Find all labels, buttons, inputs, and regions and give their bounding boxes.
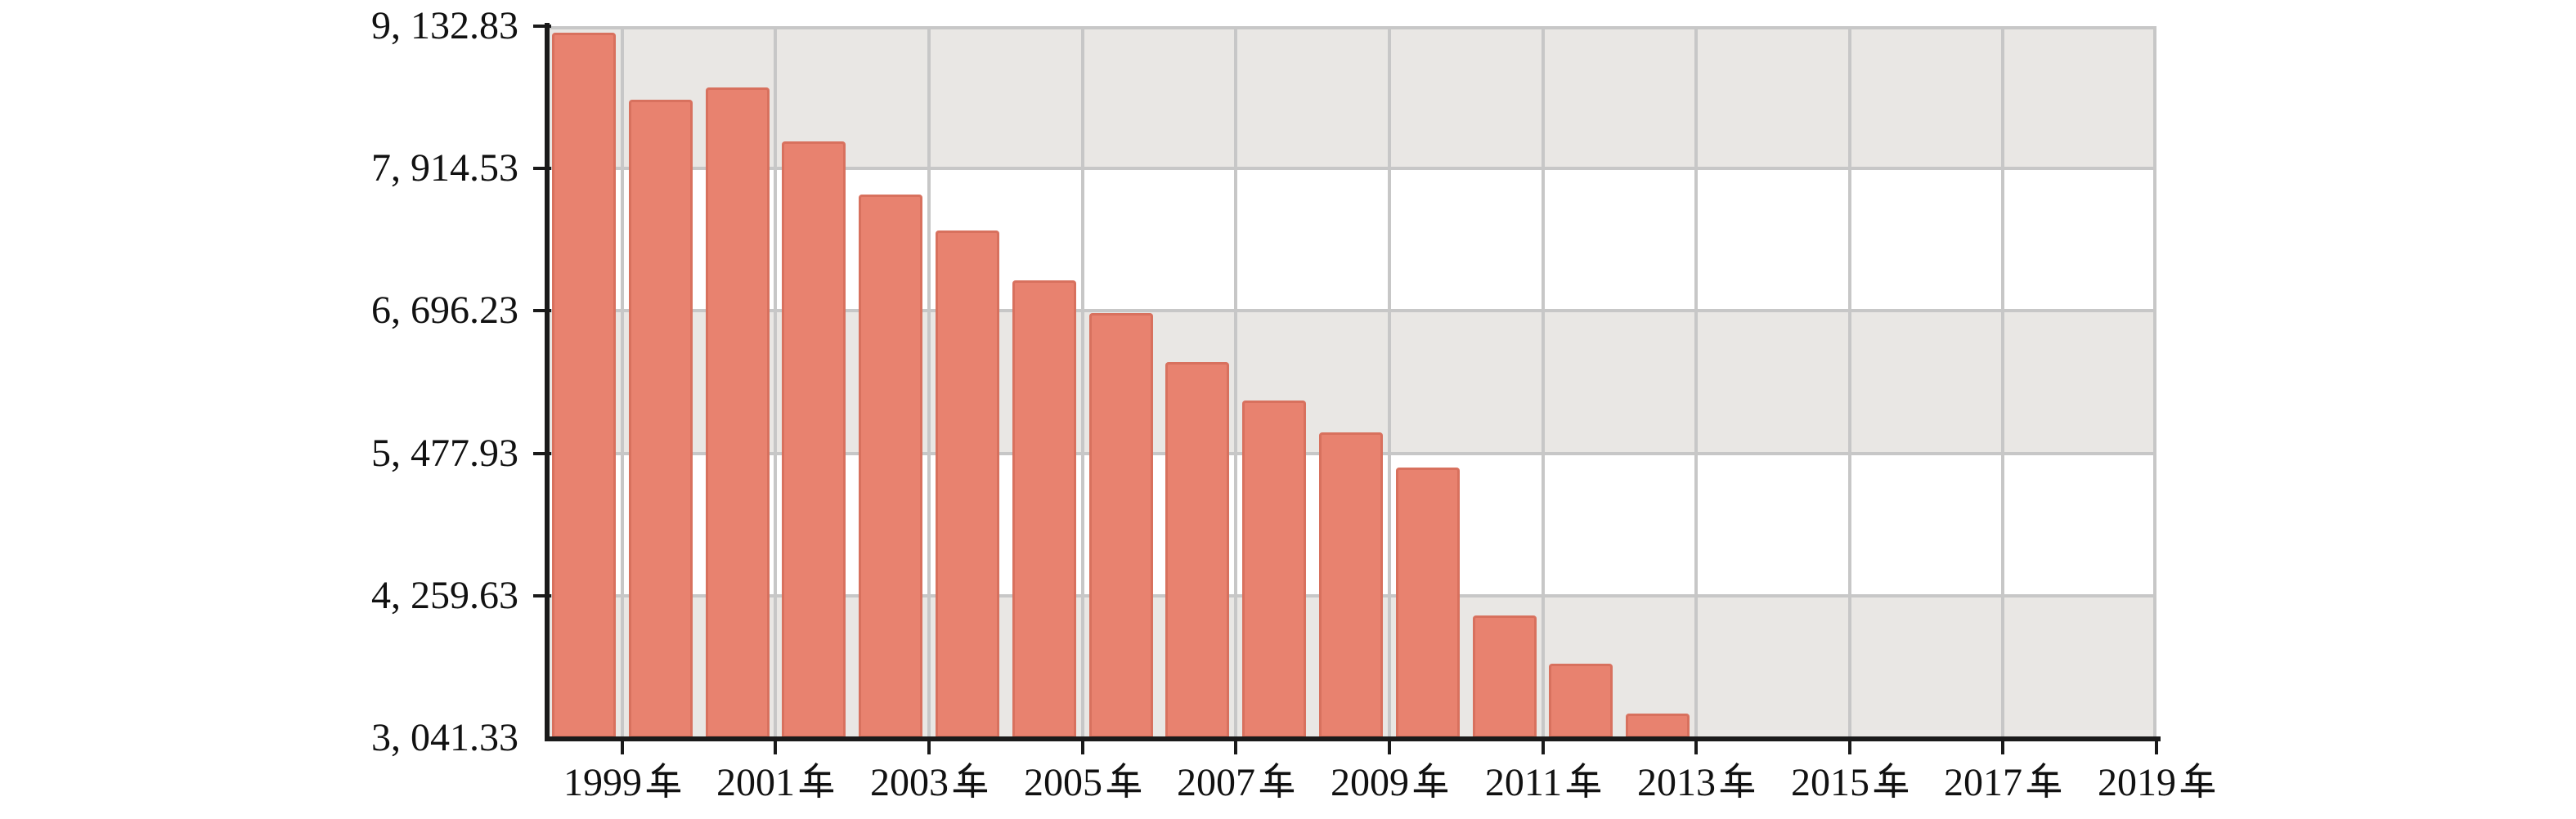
x-tick-label: 2017 xyxy=(1888,759,2117,808)
year-character-icon xyxy=(1874,762,1909,799)
y-tick-label: 5, 477.93 xyxy=(371,432,518,475)
y-tick-label: 7, 914.53 xyxy=(371,146,518,190)
bar-2006 xyxy=(1089,313,1153,738)
y-tick-label: 3, 041.33 xyxy=(371,716,518,759)
horizontal-gridline xyxy=(545,309,2156,312)
y-axis-tick xyxy=(533,452,551,455)
year-character-icon xyxy=(953,762,988,799)
bar-1999 xyxy=(552,33,616,738)
y-axis-tick xyxy=(533,25,551,28)
x-tick-label: 2009 xyxy=(1275,759,1504,808)
x-tick-label: 2003 xyxy=(815,759,1043,808)
horizontal-gridline xyxy=(545,167,2156,170)
y-tick-label: 4, 259.63 xyxy=(371,574,518,617)
x-tick-label: 2015 xyxy=(1735,759,1964,808)
x-tick-label: 2019 xyxy=(2042,759,2271,808)
vertical-gridline xyxy=(927,26,931,738)
year-character-icon xyxy=(1720,762,1755,799)
vertical-gridline xyxy=(1388,26,1391,738)
y-tick-label: 9, 132.83 xyxy=(371,4,518,47)
vertical-gridline xyxy=(1542,26,1545,738)
x-axis-tick xyxy=(1848,741,1851,754)
year-character-icon xyxy=(799,762,834,799)
x-tick-label: 2011 xyxy=(1429,759,1658,808)
vertical-gridline xyxy=(1234,26,1237,738)
bar-2009 xyxy=(1319,432,1383,738)
y-axis-tick xyxy=(533,594,551,597)
bar-2002 xyxy=(782,141,846,738)
y-tick-label: 6, 696.23 xyxy=(371,289,518,332)
vertical-gridline xyxy=(1694,26,1698,738)
x-axis-tick xyxy=(1081,741,1084,754)
year-character-icon xyxy=(2180,762,2215,799)
x-tick-label: 2007 xyxy=(1121,759,1350,808)
bar-2004 xyxy=(936,230,999,738)
year-character-icon xyxy=(1106,762,1142,799)
bar-2012 xyxy=(1549,664,1613,738)
year-character-icon xyxy=(1566,762,1601,799)
x-tick-label: 2005 xyxy=(968,759,1197,808)
x-tick-label: 2013 xyxy=(1582,759,1811,808)
bar-2003 xyxy=(859,195,922,738)
x-axis-tick xyxy=(927,741,931,754)
vertical-gridline xyxy=(2153,26,2156,738)
year-character-icon xyxy=(1413,762,1448,799)
year-character-icon xyxy=(646,762,681,799)
x-axis-tick xyxy=(774,741,777,754)
x-axis-tick xyxy=(1388,741,1391,754)
bar-2001 xyxy=(706,87,770,738)
vertical-gridline xyxy=(1848,26,1851,738)
vertical-gridline xyxy=(2001,26,2004,738)
x-axis-tick xyxy=(621,741,624,754)
x-tick-label: 2001 xyxy=(661,759,890,808)
horizontal-gridline xyxy=(545,26,2156,29)
bar-2013 xyxy=(1626,714,1690,738)
vertical-gridline xyxy=(774,26,777,738)
bar-2007 xyxy=(1165,362,1229,738)
bar-2005 xyxy=(1012,280,1076,738)
x-axis-tick xyxy=(2001,741,2004,754)
bar-2008 xyxy=(1242,401,1306,738)
y-axis-tick xyxy=(533,167,551,170)
y-axis-line xyxy=(545,23,550,741)
bar-2011 xyxy=(1473,615,1537,738)
vertical-gridline xyxy=(621,26,624,738)
x-axis-tick xyxy=(2155,741,2158,754)
bar-2010 xyxy=(1396,468,1460,738)
bar-2000 xyxy=(629,100,693,738)
x-tick-label: 1999 xyxy=(508,759,737,808)
x-axis-tick xyxy=(1694,741,1698,754)
x-axis-tick xyxy=(1542,741,1545,754)
vertical-gridline xyxy=(1081,26,1084,738)
y-axis-tick xyxy=(533,309,551,312)
year-character-icon xyxy=(1259,762,1295,799)
year-character-icon xyxy=(2026,762,2062,799)
x-axis-tick xyxy=(1234,741,1237,754)
x-axis-line xyxy=(545,736,2161,741)
plot-area xyxy=(545,26,2156,738)
